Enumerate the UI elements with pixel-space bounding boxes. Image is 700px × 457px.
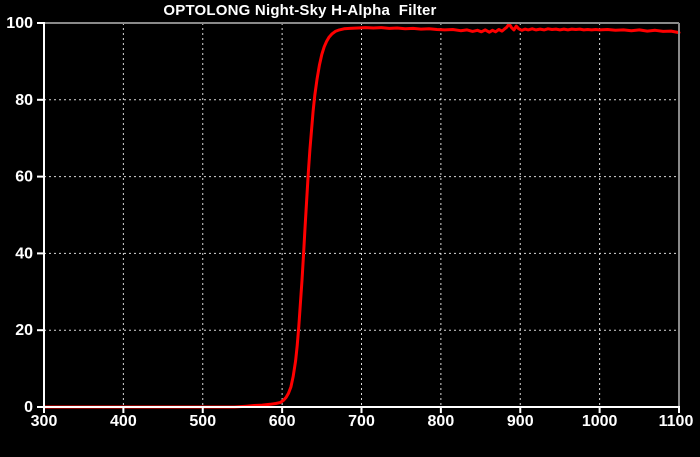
x-tick-label: 900 <box>507 413 534 430</box>
y-tick-label: 20 <box>15 322 33 339</box>
x-tick-label: 1100 <box>659 413 694 430</box>
x-tick-label: 800 <box>428 413 455 430</box>
x-tick-label: 400 <box>110 413 137 430</box>
y-tick-label: 80 <box>15 92 33 109</box>
x-tick-label: 600 <box>269 413 296 430</box>
x-tick-label: 700 <box>348 413 375 430</box>
x-tick-label: 1000 <box>582 413 618 430</box>
chart-title: OPTOLONG Night-Sky H-Alpha Filter <box>163 2 437 19</box>
y-tick-label: 60 <box>15 169 33 186</box>
x-tick-label: 300 <box>31 413 58 430</box>
y-tick-label: 100 <box>6 15 33 32</box>
transmission-curve <box>42 22 681 409</box>
y-tick-label: 0 <box>24 399 33 416</box>
y-tick-label: 40 <box>15 245 33 262</box>
x-tick-label: 500 <box>189 413 216 430</box>
